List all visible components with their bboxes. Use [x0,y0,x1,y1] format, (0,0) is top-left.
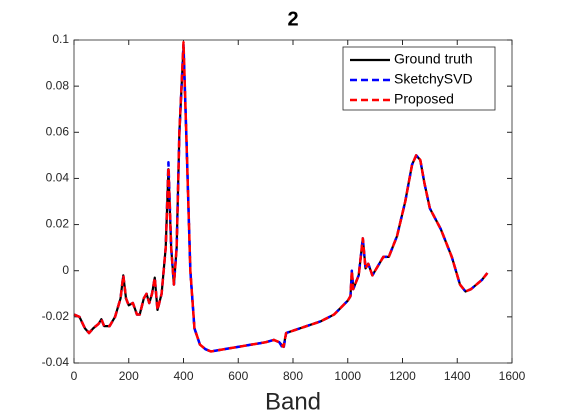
y-tick-label: -0.04 [42,355,70,369]
x-tick-label: 800 [283,369,303,383]
x-tick-label: 1400 [444,369,471,383]
y-tick-label: 0 [62,263,69,277]
chart-title: 2 [287,8,298,30]
x-axis-label: Band [265,388,321,415]
x-tick-label: 400 [173,369,193,383]
line-series [73,41,489,353]
legend-label: Proposed [394,91,454,107]
x-tick-label: 0 [71,369,78,383]
x-tick-label: 1000 [334,369,361,383]
axes-box [73,39,513,364]
y-tick-label: 0.1 [52,32,69,46]
y-tick-label: -0.02 [42,309,70,323]
legend-label: Ground truth [394,51,473,67]
x-tick-label: 1200 [389,369,416,383]
x-tick-label: 1600 [499,369,526,383]
legend-box [342,46,496,111]
y-tick-label: 0.06 [46,124,70,138]
y-tick-label: 0.02 [46,217,70,231]
legend-label: SketchySVD [394,71,473,87]
y-tick-label: 0.04 [46,171,70,185]
x-tick-label: 600 [228,369,248,383]
y-tick-label: 0.08 [46,78,70,92]
x-tick-label: 200 [119,369,139,383]
